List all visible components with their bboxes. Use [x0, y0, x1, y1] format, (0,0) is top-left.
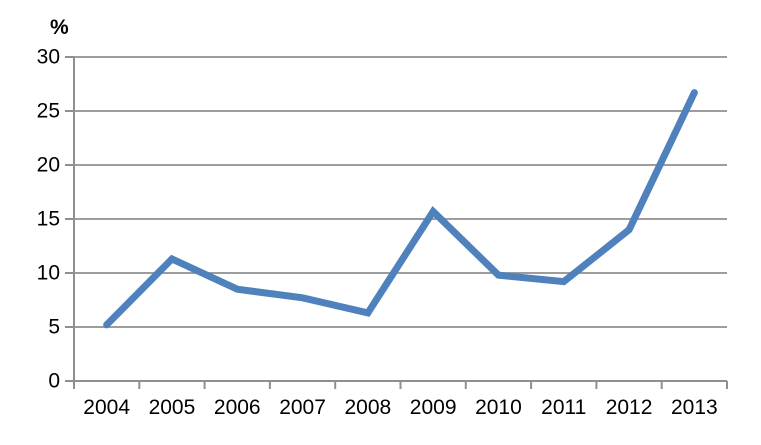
- y-tick-label-0: 0: [48, 370, 60, 393]
- x-tick-label-2008: 2008: [344, 396, 391, 419]
- x-tick-label-2009: 2009: [410, 396, 457, 419]
- x-tick-label-2006: 2006: [214, 396, 261, 419]
- y-tick-label-20: 20: [37, 154, 60, 177]
- gridlines: [74, 56, 727, 328]
- y-tick-label-5: 5: [48, 316, 60, 339]
- data-series: [103, 89, 698, 329]
- y-tick-label-30: 30: [37, 46, 60, 69]
- x-tick-label-2005: 2005: [149, 396, 196, 419]
- x-tick-label-2010: 2010: [475, 396, 522, 419]
- y-tick-label-10: 10: [37, 262, 60, 285]
- y-tick-label-25: 25: [37, 100, 60, 123]
- axes: [65, 56, 728, 389]
- x-tick-label-2013: 2013: [671, 396, 718, 419]
- x-tick-label-2011: 2011: [541, 396, 586, 419]
- x-tick-label-2004: 2004: [83, 396, 130, 419]
- axis-labels: 0 5 10 15 20 25 30 2004 2005 2006 2007 2008 2009 2010…: [37, 46, 718, 420]
- y-axis-unit-label: %: [50, 16, 69, 39]
- x-tick-label-2012: 2012: [606, 396, 653, 419]
- x-tick-label-2007: 2007: [279, 396, 326, 419]
- y-tick-label-15: 15: [37, 208, 60, 231]
- data-line-series: [103, 89, 698, 329]
